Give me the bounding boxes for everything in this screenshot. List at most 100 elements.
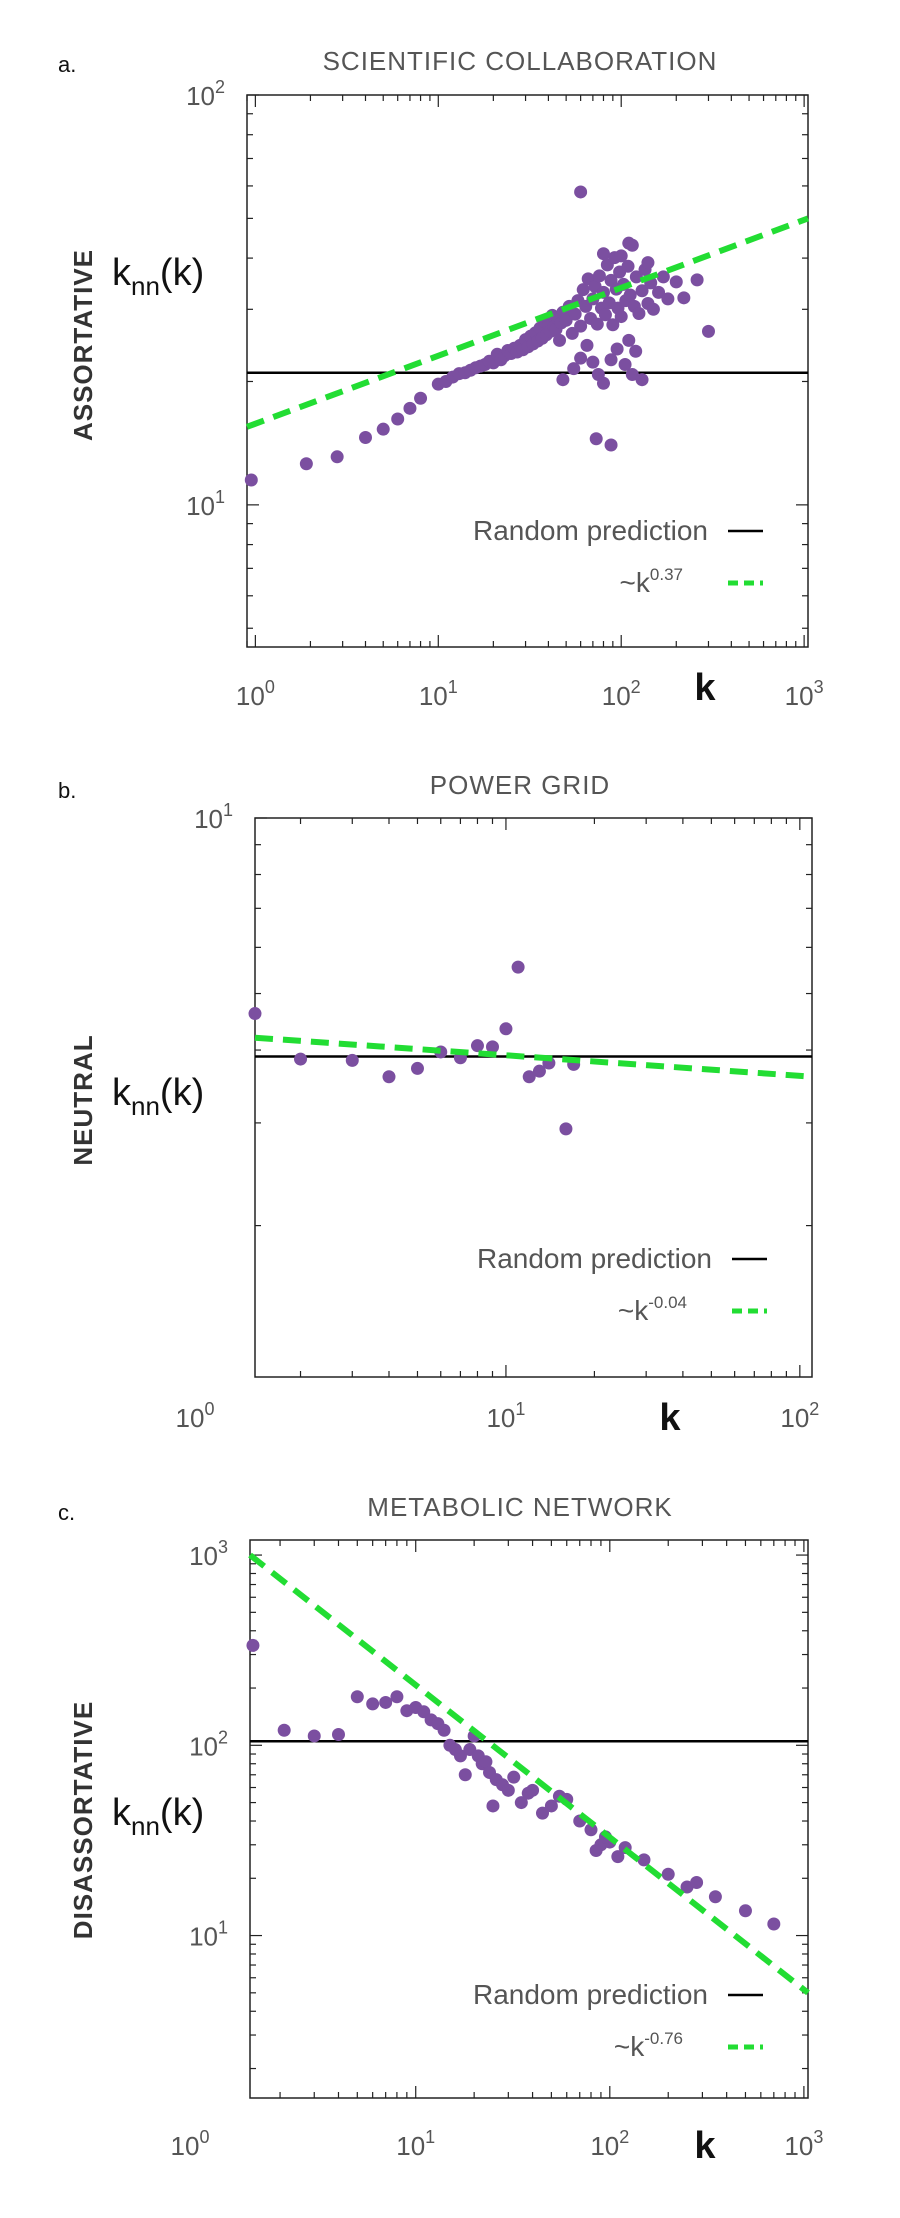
data-point — [611, 1850, 625, 1864]
data-point — [574, 185, 588, 199]
data-point — [437, 1723, 451, 1737]
data-point — [331, 1727, 345, 1741]
side-label: NEUTRAL — [68, 1034, 98, 1165]
data-point — [701, 324, 715, 338]
x-tick-label: 101 — [486, 1399, 525, 1433]
data-point — [568, 307, 582, 321]
x-tick-label: 102 — [590, 2127, 629, 2161]
data-point — [345, 1053, 359, 1067]
data-point — [592, 269, 606, 283]
data-point — [614, 310, 628, 324]
data-point — [629, 270, 643, 284]
chart-panel-3: c. METABOLIC NETWORK DISASSORTATIVE knn(k) k… — [58, 1492, 823, 2167]
legend-random-label: Random prediction — [473, 515, 708, 546]
data-point — [632, 307, 646, 321]
data-point — [366, 1697, 380, 1711]
x-tick-label: 102 — [602, 677, 641, 711]
data-point — [621, 259, 635, 273]
x-tick-label: 103 — [785, 677, 824, 711]
legend-fit-label: ~k-0.76 — [614, 2029, 683, 2062]
data-point — [526, 1783, 540, 1797]
data-point — [629, 344, 643, 358]
data-point — [618, 358, 632, 372]
data-point — [738, 1904, 752, 1918]
data-point — [410, 1061, 424, 1075]
data-point — [567, 362, 581, 376]
panel-letter: c. — [58, 1500, 75, 1525]
panel-letter: a. — [58, 52, 76, 77]
data-point — [622, 236, 636, 250]
data-point — [589, 1843, 603, 1857]
plot-frame — [249, 1539, 809, 2099]
x-tick-label: 101 — [419, 677, 458, 711]
data-point — [598, 308, 612, 322]
data-point — [532, 1064, 546, 1078]
data-point — [604, 438, 618, 452]
fit-line — [248, 1552, 810, 1996]
x-tick-label: 103 — [784, 2127, 823, 2161]
data-point — [544, 1799, 558, 1813]
legend-fit-label: ~k-0.04 — [618, 1293, 687, 1326]
data-point — [656, 270, 670, 284]
data-point — [604, 353, 618, 367]
y-axis-label: knn(k) — [112, 1792, 204, 1841]
data-point — [623, 288, 637, 302]
data-point — [514, 1796, 528, 1810]
data-point — [708, 1890, 722, 1904]
data-point — [669, 275, 683, 289]
data-point — [453, 1749, 467, 1763]
data-point — [690, 273, 704, 287]
x-axis-label: k — [659, 1397, 681, 1439]
data-point — [596, 376, 610, 390]
data-point — [486, 1799, 500, 1813]
x-axis-label: k — [694, 667, 716, 709]
data-point — [458, 1768, 472, 1782]
data-point — [382, 1070, 396, 1084]
data-point — [330, 450, 344, 464]
data-point — [584, 1823, 598, 1837]
data-point — [358, 431, 372, 445]
chart-title: POWER GRID — [430, 770, 610, 800]
y-tick-label: 102 — [186, 77, 225, 111]
x-tick-label: 100 — [236, 677, 275, 711]
data-point — [661, 1867, 675, 1881]
data-point — [635, 373, 649, 387]
y-tick-label: 102 — [189, 1727, 228, 1761]
data-point — [511, 960, 525, 974]
data-point — [390, 1690, 404, 1704]
x-tick-label: 100 — [171, 2127, 210, 2161]
legend-random-label: Random prediction — [473, 1979, 708, 2010]
data-point — [576, 283, 590, 297]
data-point — [596, 247, 610, 261]
data-point — [574, 351, 588, 365]
data-point — [690, 1876, 704, 1890]
chart-panel-2: b. POWER GRID NEUTRAL knn(k) k 100 101 102 101 Ra… — [58, 770, 819, 1439]
data-point — [637, 1853, 651, 1867]
x-tick-label: 102 — [780, 1399, 819, 1433]
y-tick-label: 101 — [186, 487, 225, 521]
data-point — [244, 473, 258, 487]
data-point — [661, 292, 675, 306]
data-point — [470, 1039, 484, 1053]
legend-random-label: Random prediction — [477, 1243, 712, 1274]
y-axis-label: knn(k) — [112, 252, 204, 301]
data-point — [294, 1052, 308, 1066]
y-tick-label: 101 — [194, 800, 233, 834]
data-point — [507, 1770, 521, 1784]
chart-title: SCIENTIFIC COLLABORATION — [323, 46, 718, 76]
y-tick-label: 101 — [189, 1918, 228, 1952]
data-point — [522, 1070, 536, 1084]
data-point — [590, 317, 604, 331]
data-point — [379, 1695, 393, 1709]
data-point — [641, 256, 655, 270]
data-point — [635, 284, 649, 298]
data-point — [625, 368, 639, 382]
plot-frame — [254, 817, 813, 1378]
data-point — [646, 302, 660, 316]
data-point — [414, 391, 428, 405]
y-axis-label: knn(k) — [112, 1072, 204, 1121]
data-point — [553, 333, 567, 347]
x-tick-label: 100 — [176, 1399, 215, 1433]
data-point — [589, 432, 603, 446]
data-point — [559, 1122, 573, 1136]
